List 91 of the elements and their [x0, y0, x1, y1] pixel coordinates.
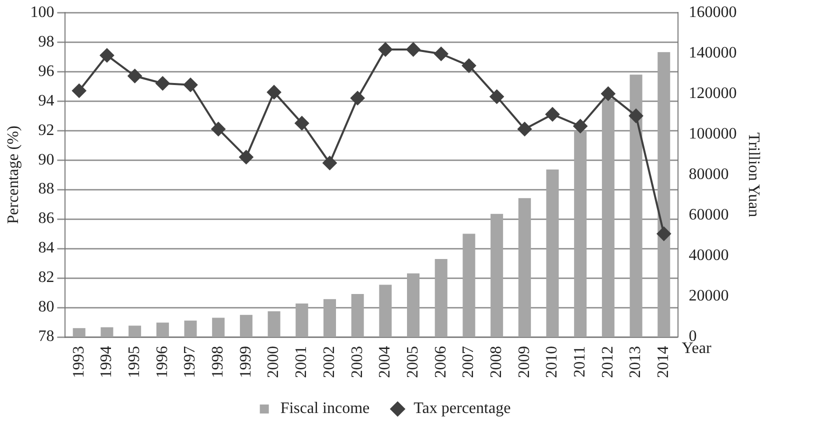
bar — [434, 258, 448, 337]
bar — [574, 130, 587, 337]
bar — [296, 304, 308, 337]
bar — [546, 170, 559, 337]
x-tick-label: 2008 — [488, 346, 506, 378]
y-tick-label: 92 — [38, 122, 54, 139]
y-tick-label: 90 — [38, 151, 54, 168]
x-tick-label: 1998 — [210, 346, 227, 378]
point — [128, 69, 142, 84]
point — [294, 116, 309, 130]
point — [350, 91, 365, 106]
x-tick-label: 1996 — [154, 346, 171, 378]
y-tick-label: 86 — [38, 210, 54, 228]
point — [573, 119, 588, 134]
x-tick-label: 1995 — [126, 346, 144, 378]
x-tick-label: 1994 — [98, 346, 116, 378]
x-tick-label: 1997 — [182, 346, 199, 378]
bar — [658, 52, 670, 337]
bar — [240, 314, 252, 337]
x-tick-label: 2000 — [265, 346, 282, 378]
y-axis-title: Percentage (%) — [4, 126, 22, 224]
bar — [518, 198, 531, 337]
x-tick-label: 2007 — [460, 346, 478, 378]
x-tick-label: 2005 — [404, 346, 422, 378]
y-tick-label: 98 — [38, 33, 54, 50]
point — [211, 122, 226, 136]
x-axis-title: Year — [682, 340, 712, 358]
bar — [100, 327, 114, 337]
x-tick-label: 2001 — [293, 346, 310, 378]
point — [601, 86, 616, 101]
y2-tick-label: 60000 — [688, 206, 729, 224]
y2-tick-label: 100000 — [688, 125, 737, 142]
y2-tick-label: 20000 — [688, 288, 729, 305]
x-tick-label: 2004 — [376, 346, 394, 378]
y-tick-label: 84 — [38, 240, 54, 257]
point — [434, 46, 448, 61]
y-tick-label: 94 — [38, 92, 54, 110]
bar — [602, 98, 614, 337]
point — [239, 150, 254, 164]
bar — [351, 294, 364, 337]
bar — [128, 326, 142, 337]
point — [184, 78, 198, 92]
bar — [184, 320, 197, 337]
bar — [490, 214, 504, 337]
point — [545, 107, 560, 122]
bar — [379, 284, 392, 337]
point — [267, 85, 282, 100]
point — [406, 42, 420, 56]
legend-label: Fiscal income — [280, 400, 370, 418]
point — [629, 108, 644, 123]
bar — [323, 299, 336, 337]
point — [378, 42, 392, 56]
x-tick-label: 2013 — [627, 346, 644, 378]
bar — [407, 273, 420, 337]
y2-tick-label: 40000 — [688, 247, 729, 264]
bar — [462, 234, 476, 337]
y2-tick-label: 140000 — [688, 44, 737, 62]
y-tick-label: 80 — [38, 298, 54, 316]
y-tick-label: 88 — [38, 180, 54, 198]
point — [490, 90, 504, 104]
y2-tick-label: 80000 — [688, 166, 729, 184]
point — [156, 76, 170, 90]
x-tick-label: 2014 — [655, 346, 672, 378]
x-tick-label: 1993 — [70, 346, 88, 378]
point — [322, 156, 337, 170]
y2-axis-title: Trillion Yuan — [745, 132, 762, 218]
x-tick-label: 2012 — [599, 346, 616, 378]
y-tick-label: 100 — [30, 4, 54, 21]
y-tick-label: 96 — [38, 62, 54, 80]
bar — [212, 318, 225, 337]
point — [462, 58, 476, 73]
bar — [630, 74, 642, 337]
legend-label: Tax percentage — [414, 400, 511, 418]
y2-tick-label: 160000 — [688, 4, 737, 21]
bar — [268, 311, 280, 337]
point — [72, 84, 86, 98]
x-tick-label: 2006 — [432, 346, 450, 378]
y-tick-label: 78 — [38, 328, 54, 346]
x-tick-label: 1999 — [237, 346, 254, 378]
y-tick-label: 82 — [38, 269, 54, 286]
x-tick-label: 2011 — [572, 346, 589, 378]
point — [100, 48, 114, 62]
x-tick-label: 2003 — [348, 346, 366, 378]
x-tick-label: 2010 — [544, 346, 561, 378]
y2-tick-label: 120000 — [688, 84, 737, 102]
x-tick-label: 2002 — [320, 346, 338, 378]
point — [656, 226, 671, 241]
point — [518, 122, 532, 136]
bar — [72, 328, 86, 337]
x-tick-label: 2009 — [516, 346, 533, 378]
bar — [156, 322, 169, 337]
